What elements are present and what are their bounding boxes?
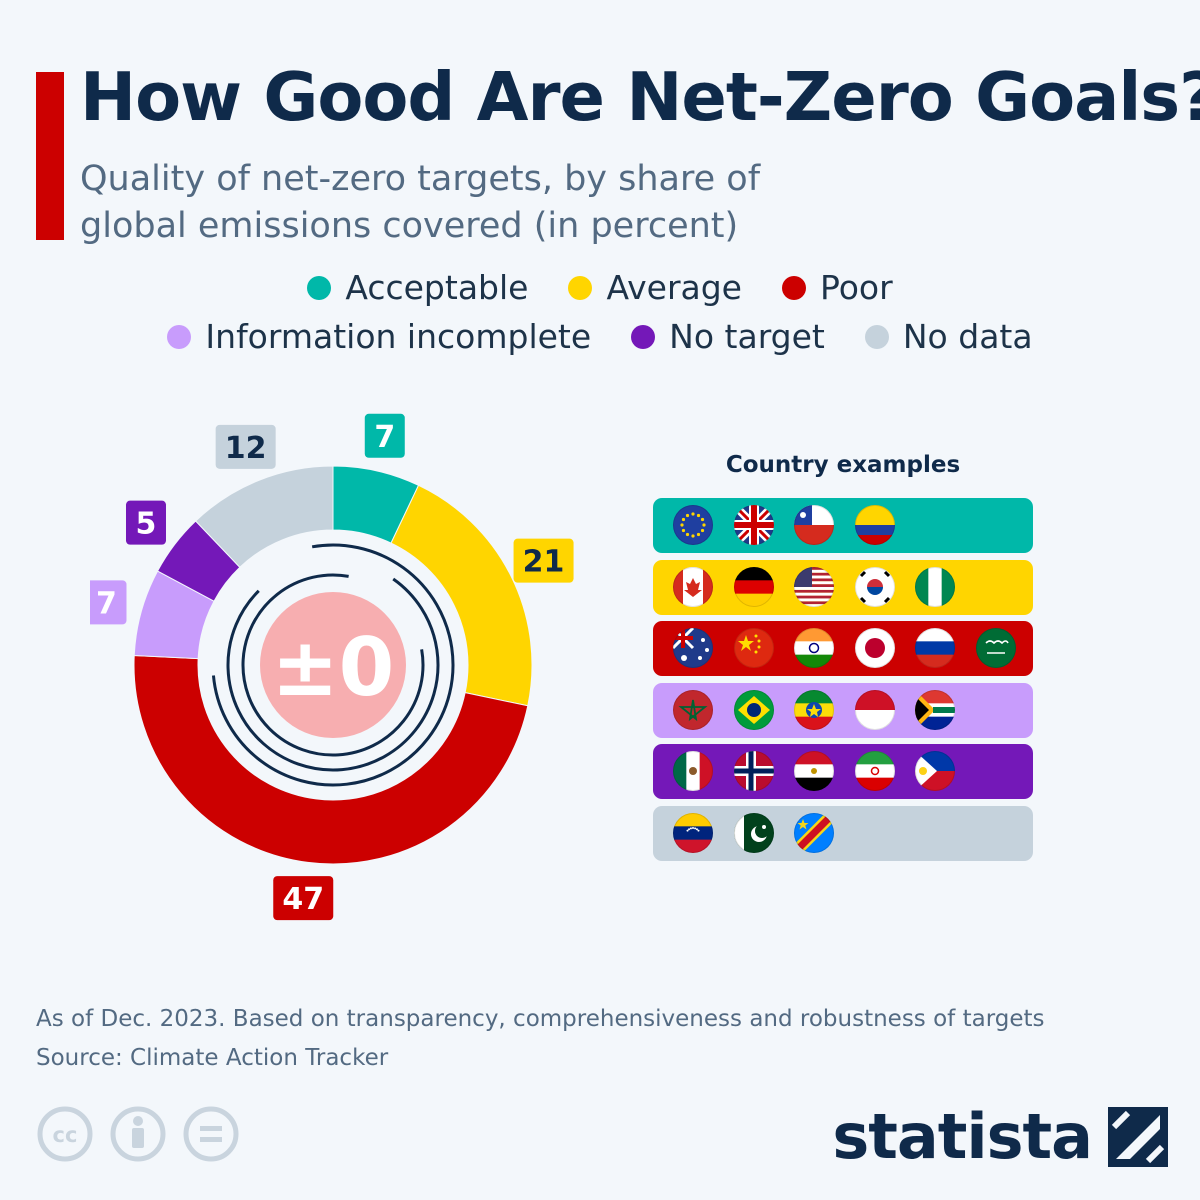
data-label-box [125,500,166,545]
flag-chile-icon [794,505,834,545]
brand-name: statista [832,1100,1093,1173]
flag-mexico-icon [673,751,713,791]
flag-brazil-icon [733,689,774,730]
donut-slice-no-data [194,465,334,569]
inner-decorative-arc [211,543,455,787]
data-label-box [364,413,405,458]
flag-iran-icon [854,751,895,791]
legend-label: No data [902,317,1033,356]
flag-south-korea-icon [854,566,895,607]
inner-decorative-arc [241,573,425,757]
country-row-average [653,559,1033,615]
flag-ethiopia-icon [794,689,834,730]
svg-text:cc: cc [53,1123,78,1147]
donut-chart: 7 21 47 7 5 12 ±0 [90,413,574,921]
donut-slice-poor [133,655,529,865]
data-label-value: 5 [136,507,157,542]
flag-egypt-icon [794,751,834,791]
legend-item-no-target: No target [631,317,825,356]
flag-united-kingdom-icon [733,505,774,545]
flag-morocco-icon [673,689,713,730]
flag-japan-icon [854,628,895,668]
flag-indonesia-icon [854,689,895,730]
data-label-value: 7 [374,420,395,455]
flag-united-states-icon [794,566,834,607]
flag-dr-congo-icon [794,812,834,853]
title-accent-bar [36,72,64,240]
license-icons: cc [37,1106,239,1162]
legend-label: No target [669,317,825,356]
flag-pakistan-icon [733,812,774,853]
data-label-poor: 47 [273,876,334,921]
legend-label: Average [606,268,742,307]
flag-india-icon [794,628,834,668]
data-label-value: 47 [282,882,324,917]
data-label-information-incomplete: 7 [90,580,127,625]
inner-decorative-arc [226,577,440,772]
statista-logo-icon [1108,1106,1168,1167]
country-row-information-incomplete [653,682,1033,738]
legend-dot [568,275,593,300]
footnote: As of Dec. 2023. Based on transparency, … [36,1000,1045,1078]
legend-dot [631,324,656,349]
legend-item-acceptable: Acceptable [307,268,528,307]
country-examples-title: Country examples [725,452,961,478]
legend-item-no-data: No data [864,317,1033,356]
flag-colombia-icon [854,505,895,545]
flag-philippines-icon [915,751,955,791]
data-label-value: 7 [96,586,117,621]
legend-row-1: Acceptable Average Poor [0,268,1200,307]
flag-european-union-icon [673,505,713,545]
legend-item-information-incomplete: Information incomplete [167,317,591,356]
legend-dot [781,275,806,300]
data-label-box [90,580,127,625]
legend-row-2: Information incomplete No target No data [0,317,1200,356]
flag-south-africa-icon [915,689,955,730]
statista-brand: statista [832,1100,1168,1173]
page-title: How Good Are Net-Zero Goals? [80,58,1200,136]
legend-label: Poor [819,268,893,307]
flag-saudi-arabia-icon [975,628,1016,668]
flag-germany-icon [733,566,774,607]
footnote-source: Source: Climate Action Tracker [36,1045,389,1071]
center-label: ±0 [272,621,395,714]
flag-china-icon [733,628,774,668]
legend-label: Information incomplete [205,317,592,356]
data-label-box [215,424,276,469]
page-subtitle: Quality of net-zero targets, by share of… [80,159,761,246]
data-label-value: 21 [523,545,565,580]
flag-russia-icon [915,628,955,668]
data-label-average: 21 [513,538,574,583]
data-label-value: 12 [225,431,267,466]
data-label-box [273,876,334,921]
legend-dot [307,275,332,300]
flag-canada-icon [673,566,713,607]
country-row-poor [653,621,1033,676]
legend-dot [167,324,192,349]
attribution-icon [110,1106,166,1162]
legend-item-average: Average [568,268,742,307]
legend-label: Acceptable [345,268,529,307]
flag-venezuela-icon [673,812,713,853]
data-label-no-target: 5 [125,500,166,545]
data-label-acceptable: 7 [364,413,405,458]
footnote-note: As of Dec. 2023. Based on transparency, … [36,1006,1045,1032]
legend-dot [864,324,889,349]
flag-norway-icon [733,751,774,791]
country-row-acceptable [653,498,1033,553]
cc-icon: cc [37,1106,93,1162]
center-badge [260,592,406,738]
data-label-no-data: 12 [215,424,276,469]
country-row-no-target [653,744,1033,799]
legend-item-poor: Poor [781,268,893,307]
flag-nigeria-icon [915,566,955,607]
country-row-no-data [653,805,1033,861]
no-derivatives-icon [183,1106,239,1162]
flag-australia-icon [673,628,713,668]
data-label-box [513,538,574,583]
